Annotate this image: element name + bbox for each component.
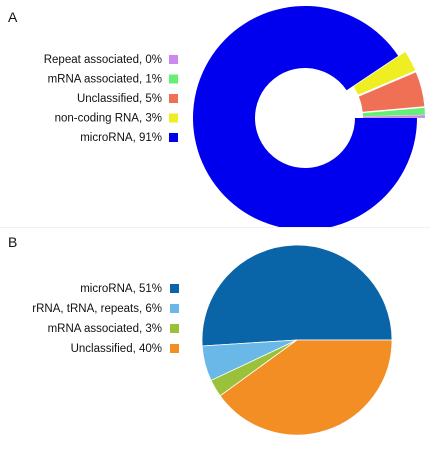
slice-microrna (201, 244, 393, 347)
slice-non-coding-rna (353, 52, 416, 95)
legend-swatch (169, 74, 178, 84)
legend-swatch (170, 344, 179, 353)
legend-label: mRNA associated, 1% (48, 74, 162, 86)
legend-label: non-coding RNA, 3% (55, 113, 162, 125)
panel-divider (0, 227, 430, 228)
slice-microrna (193, 6, 417, 227)
chart-a-legend: Repeat associated, 0% mRNA associated, 1%… (44, 54, 178, 144)
chart-b-legend: microRNA, 51% rRNA, tRNA, repeats, 6% mRNA… (32, 283, 179, 355)
legend-label: Repeat associated, 0% (44, 54, 162, 66)
chart-a-slices (193, 6, 425, 227)
legend-label: microRNA, 51% (80, 283, 162, 295)
slice-repeat-associated (362, 115, 425, 118)
legend-swatch (170, 304, 179, 313)
legend-swatch (169, 94, 178, 103)
legend-swatch (169, 113, 178, 123)
panel-label-b: B (8, 234, 17, 250)
slice-unclassified (358, 72, 425, 112)
legend-swatch (170, 284, 179, 293)
slice-mrna-associated (362, 107, 425, 117)
chart-b-slices (201, 244, 393, 436)
legend-label: Unclassified, 5% (77, 93, 162, 105)
legend-label: mRNA associated, 3% (48, 323, 162, 335)
chart-b: B microRNA, 51% rRNA, tRNA, repeats, 6% mR… (8, 234, 393, 436)
legend-label: Unclassified, 40% (71, 343, 162, 355)
legend-swatch (170, 324, 179, 333)
legend-swatch (169, 133, 178, 142)
chart-a: A Repeat associated, 0% mRNA associated, … (8, 6, 425, 227)
legend-label: rRNA, tRNA, repeats, 6% (32, 303, 162, 315)
slice-unclassified (219, 339, 393, 436)
legend-swatch (169, 55, 178, 64)
panel-label-a: A (8, 9, 18, 25)
legend-label: microRNA, 91% (80, 132, 162, 144)
